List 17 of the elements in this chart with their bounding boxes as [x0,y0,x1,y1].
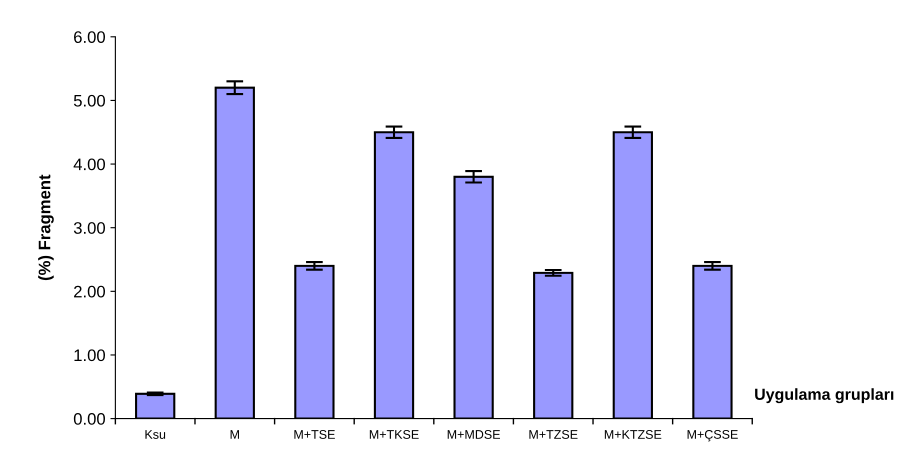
x-tick-label: M+TKSE [370,430,419,439]
x-tick-label: M+MDSE [448,430,500,439]
y-tick-label: 0.00 [74,413,106,425]
x-tick-label: M+TZSE [529,430,578,439]
x-tick-label: Ksu [145,430,166,439]
x-tick-label: M [230,430,239,439]
y-tick-label: 4.00 [74,158,106,170]
x-tick-label: M+ÇSSE [688,430,738,442]
y-axis-title: (%) Fragment [38,174,54,280]
y-tick-label: 3.00 [74,222,106,234]
y-tick-label: 1.00 [74,349,106,362]
x-tick-label: M+TSE [294,430,335,439]
y-tick-label: 2.00 [74,286,106,298]
x-axis-title: Uygulama grupları [755,388,894,404]
x-tick-label: M+KTZSE [604,430,662,439]
y-tick-label: 6.00 [74,31,106,44]
y-tick-label: 5.00 [74,94,106,107]
